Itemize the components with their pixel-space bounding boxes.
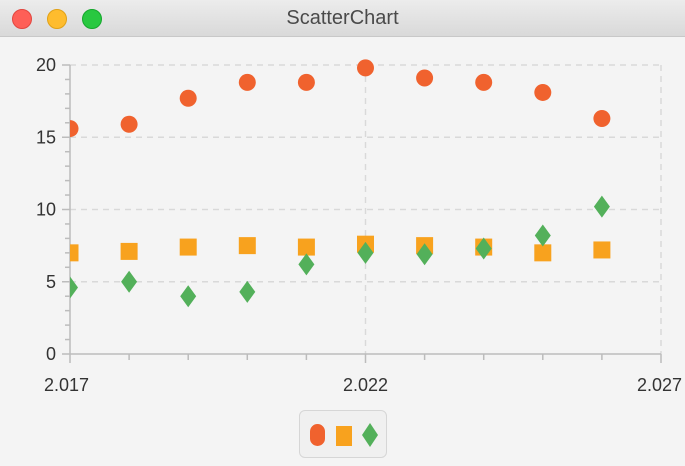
minimize-button[interactable] (47, 9, 67, 29)
square-point (238, 237, 256, 255)
diamond-point (298, 253, 315, 276)
circle-point (357, 59, 374, 77)
square-point (534, 244, 552, 262)
legend-diamond-marker (362, 423, 378, 447)
diamond-point (121, 270, 138, 293)
x-tick-label: 2.022 (343, 375, 388, 395)
circle-point (416, 69, 434, 87)
diamond-point (416, 243, 433, 266)
x-tick-label: 2.017 (44, 375, 89, 395)
circle-point (475, 73, 493, 91)
diamond-point (180, 285, 197, 308)
diamond-point (593, 195, 610, 218)
square-point (297, 238, 315, 256)
diamond-point (357, 241, 374, 264)
legend-square-marker (336, 426, 352, 446)
diamond-point (70, 276, 78, 299)
legend-circle-marker (310, 424, 325, 446)
square-point (120, 242, 138, 260)
maximize-button[interactable] (82, 9, 102, 29)
diamond-point (475, 237, 492, 260)
circle-point (70, 120, 79, 138)
legend-symbols (310, 423, 378, 447)
y-tick-label: 20 (36, 55, 56, 75)
circle-point (179, 89, 197, 107)
square-point (593, 241, 611, 259)
x-tick-label: 2.027 (637, 375, 682, 395)
y-tick-label: 5 (46, 272, 56, 292)
diamond-point (534, 224, 551, 247)
circle-point (534, 83, 552, 101)
scatter-chart: 0 5 10 15 20 2.017 2.022 2.027 (36, 55, 682, 395)
chart-legend (299, 410, 387, 458)
circle-point (593, 109, 611, 127)
square-point (179, 238, 197, 256)
y-tick-label: 10 (36, 200, 56, 220)
circle-point (120, 115, 138, 133)
circle-point (238, 73, 256, 91)
plot-markers (70, 59, 611, 308)
circle-point (297, 73, 315, 91)
y-tick-label: 0 (46, 344, 56, 364)
window-title: ScatterChart (286, 7, 399, 29)
title-bar[interactable]: ScatterChart (0, 0, 685, 37)
diamond-point (239, 280, 256, 303)
close-button[interactable] (12, 9, 32, 29)
square-point (70, 244, 79, 262)
y-tick-label: 15 (36, 127, 56, 147)
